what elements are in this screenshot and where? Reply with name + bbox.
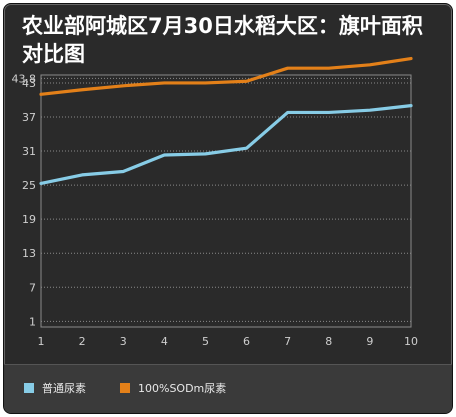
x-tick-label: 6 bbox=[243, 335, 250, 348]
x-tick-label: 7 bbox=[284, 335, 291, 348]
x-tick-label: 9 bbox=[366, 335, 373, 348]
legend: 普通尿素 100%SODm尿素 bbox=[4, 364, 452, 413]
legend-item-series-1: 普通尿素 bbox=[24, 380, 86, 396]
y-tick-label: 43 bbox=[22, 77, 36, 90]
x-tick-label: 3 bbox=[120, 335, 127, 348]
chart-title: 农业部阿城区7月30日水稻大区：旗叶面积对比图 bbox=[22, 14, 423, 66]
y-tick-label: 43.8 bbox=[12, 72, 37, 85]
y-tick-label: 37 bbox=[22, 111, 36, 124]
series-line-1 bbox=[39, 104, 413, 186]
series-line-2 bbox=[39, 56, 413, 96]
legend-swatch-series-2 bbox=[120, 383, 130, 393]
x-tick-label: 8 bbox=[325, 335, 332, 348]
x-tick-label: 10 bbox=[404, 335, 418, 348]
y-tick-label: 7 bbox=[29, 281, 36, 294]
legend-item-series-2: 100%SODm尿素 bbox=[120, 380, 226, 396]
legend-swatch-series-1 bbox=[24, 383, 34, 393]
y-tick-label: 13 bbox=[22, 247, 36, 260]
x-tick-label: 1 bbox=[38, 335, 45, 348]
chart-frame: 农业部阿城区7月30日水稻大区：旗叶面积对比图 1 7 13 19 25 31 37 43 43… bbox=[3, 3, 453, 414]
y-tick-label: 25 bbox=[22, 179, 36, 192]
x-tick-label: 2 bbox=[79, 335, 86, 348]
y-tick-label: 31 bbox=[22, 145, 36, 158]
plot-border bbox=[40, 74, 412, 328]
y-tick-label: 19 bbox=[22, 213, 36, 226]
legend-label-series-1: 普通尿素 bbox=[42, 382, 86, 395]
x-tick-label: 5 bbox=[202, 335, 209, 348]
x-tick-label: 4 bbox=[161, 335, 168, 348]
y-tick-label: 1 bbox=[29, 315, 36, 328]
legend-label-series-2: 100%SODm尿素 bbox=[138, 382, 227, 395]
